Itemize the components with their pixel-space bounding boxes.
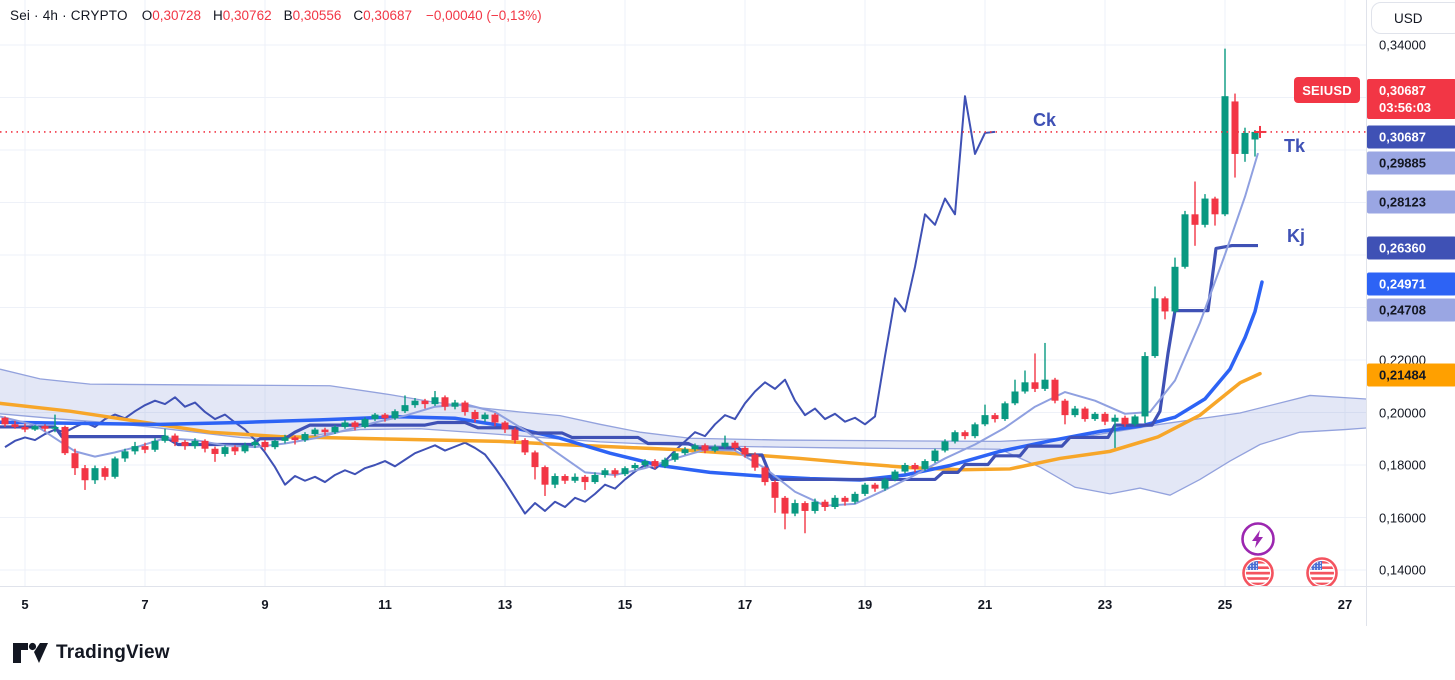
- indicator-label-tk: Tk: [1284, 136, 1306, 156]
- symbol-price-label: SEIUSD: [1294, 77, 1360, 103]
- candlestick-chart-canvas[interactable]: Ck Tk Kj: [0, 0, 1366, 586]
- open-value: O0,30728: [141, 8, 202, 23]
- time-label-19: 19: [857, 597, 873, 612]
- price-tick-0,34000: 0,34000: [1379, 37, 1426, 53]
- time-label-23: 23: [1097, 597, 1113, 612]
- chikou-line: [4, 95, 996, 515]
- ohlc-values: O0,30728 H0,30762 B0,30556 C0,30687: [142, 8, 412, 23]
- close-value: C0,30687: [353, 8, 412, 23]
- candles: [1, 48, 1259, 534]
- time-label-25: 25: [1217, 597, 1233, 612]
- high-value: H0,30762: [213, 8, 272, 23]
- price-tick-0,14000: 0,14000: [1379, 562, 1426, 578]
- lightning-event-icon[interactable]: [1241, 522, 1275, 556]
- chikou-value-badge: 0,30687: [1367, 125, 1455, 149]
- indicator-label-kj: Kj: [1287, 226, 1305, 246]
- price-tick-0,20000: 0,20000: [1379, 405, 1426, 420]
- time-label-7: 7: [141, 597, 149, 612]
- time-label-9: 9: [261, 597, 269, 612]
- axis-corner: [1366, 586, 1455, 627]
- price-tick-0,18000: 0,18000: [1379, 457, 1426, 473]
- time-axis[interactable]: 5 7 9 11 13 15 17 19 21 23 25 27: [0, 586, 1366, 627]
- kijun-value-badge: 0,26360: [1367, 236, 1455, 260]
- time-label-21: 21: [977, 597, 993, 612]
- time-label-11: 11: [378, 597, 392, 612]
- low-value: B0,30556: [283, 8, 342, 23]
- chart-plot-area[interactable]: Ck Tk Kj Sei · 4h · CRYPTO O0,30728 H0,307…: [0, 0, 1366, 586]
- change-value: −0,00040 (−0,13%): [425, 8, 542, 23]
- symbol-legend[interactable]: Sei · 4h · CRYPTO O0,30728 H0,30762 B0,3…: [10, 8, 542, 23]
- symbol-title[interactable]: Sei · 4h · CRYPTO: [10, 8, 128, 23]
- senkou-a-value-badge: 0,28123: [1367, 190, 1455, 214]
- tradingview-logo-text[interactable]: TradingView: [56, 642, 170, 663]
- currency-toggle-button[interactable]: USD: [1371, 2, 1455, 34]
- tenkan-line: [0, 152, 1259, 507]
- orange-ma-value-badge: 0,21484: [1367, 363, 1455, 387]
- price-tick-0,16000: 0,16000: [1379, 510, 1426, 525]
- tradingview-logo-icon[interactable]: [12, 641, 48, 665]
- us-flag-event-icon-2[interactable]: [1306, 557, 1338, 587]
- time-label-15: 15: [617, 597, 633, 612]
- price-axis[interactable]: USD 0,34000 0,22000 0,20000 0,18000 0,16000 0…: [1366, 0, 1455, 586]
- tenkan-value-badge: 0,29885: [1367, 151, 1455, 175]
- senkou-b-line: [0, 413, 1366, 496]
- time-label-27: 27: [1337, 597, 1353, 612]
- time-label-5: 5: [21, 597, 29, 612]
- last-price-countdown-badge: 0,30687 03:56:03: [1367, 79, 1455, 119]
- orange-ma-line: [0, 371, 1262, 472]
- time-label-13: 13: [497, 597, 513, 612]
- footer: TradingView: [0, 626, 1455, 680]
- senkou-b-value-badge: 0,24708: [1367, 298, 1455, 322]
- ichimoku-cloud: [0, 369, 1366, 496]
- blue-ma-value-badge: 0,24971: [1367, 272, 1455, 296]
- us-flag-event-icon-1[interactable]: [1242, 557, 1274, 587]
- indicator-label-ck: Ck: [1033, 110, 1057, 130]
- time-label-17: 17: [737, 597, 753, 612]
